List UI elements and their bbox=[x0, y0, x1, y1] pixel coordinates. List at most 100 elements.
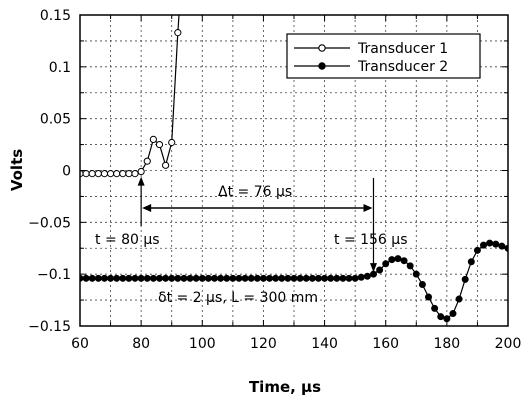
data-point-series-1 bbox=[168, 138, 176, 147]
data-point-series-2 bbox=[376, 266, 384, 274]
data-point-series-2 bbox=[449, 310, 457, 318]
y-tick-label: −0.15 bbox=[28, 319, 71, 335]
data-point-series-2 bbox=[443, 315, 451, 323]
data-point-series-2 bbox=[339, 274, 347, 282]
data-point-series-2 bbox=[278, 274, 286, 282]
series-layer bbox=[80, 15, 508, 323]
legend-label-transducer-2: Transducer 2 bbox=[357, 59, 448, 75]
data-point-series-2 bbox=[131, 274, 139, 282]
data-point-series-2 bbox=[284, 274, 292, 282]
legend: Transducer 1 Transducer 2 bbox=[286, 33, 481, 79]
x-tick-label: 120 bbox=[250, 336, 277, 352]
data-point-series-2 bbox=[266, 274, 274, 282]
delta-t-arrowhead-right bbox=[363, 204, 373, 212]
data-point-series-2 bbox=[198, 274, 206, 282]
data-point-series-2 bbox=[498, 242, 506, 250]
data-point-series-2 bbox=[155, 274, 163, 282]
data-point-series-2 bbox=[308, 274, 316, 282]
data-point-series-2 bbox=[204, 274, 212, 282]
data-point-series-1 bbox=[143, 157, 151, 165]
data-point-series-2 bbox=[113, 274, 121, 282]
data-point-series-2 bbox=[461, 275, 469, 283]
data-point-series-1 bbox=[113, 170, 121, 178]
data-point-series-2 bbox=[425, 293, 433, 301]
x-tick-label: 180 bbox=[433, 336, 460, 352]
data-point-series-2 bbox=[137, 274, 145, 282]
data-point-series-2 bbox=[406, 262, 414, 270]
data-point-series-1 bbox=[155, 140, 164, 149]
data-point-series-2 bbox=[107, 274, 115, 282]
data-point-series-1 bbox=[106, 170, 115, 178]
legend-marker-transducer-2 bbox=[318, 62, 326, 70]
data-point-series-1 bbox=[149, 135, 157, 143]
annotation-delta-t: Δt = 76 µs bbox=[218, 184, 292, 200]
data-point-series-2 bbox=[119, 274, 127, 282]
data-point-series-2 bbox=[162, 274, 170, 282]
plot-frame bbox=[79, 14, 509, 327]
data-point-series-1 bbox=[174, 29, 182, 37]
legend-label-transducer-1: Transducer 1 bbox=[357, 41, 448, 57]
x-tick-label: 160 bbox=[372, 336, 399, 352]
data-point-series-1 bbox=[162, 161, 170, 169]
data-point-series-1 bbox=[88, 170, 96, 178]
data-point-series-2 bbox=[412, 270, 420, 278]
data-point-series-2 bbox=[253, 274, 261, 282]
data-point-series-1 bbox=[82, 170, 90, 178]
data-point-series-2 bbox=[180, 274, 188, 282]
data-point-series-1 bbox=[125, 170, 133, 178]
data-point-series-2 bbox=[125, 274, 133, 282]
data-point-series-2 bbox=[192, 274, 200, 282]
data-point-series-2 bbox=[82, 274, 90, 282]
data-point-series-1 bbox=[131, 170, 139, 178]
data-point-series-2 bbox=[400, 257, 408, 265]
arrowhead-t2 bbox=[369, 263, 377, 273]
data-point-series-2 bbox=[290, 274, 298, 282]
x-tick-label: 80 bbox=[132, 336, 150, 352]
data-point-series-2 bbox=[455, 295, 463, 303]
y-tick-label: 0.05 bbox=[40, 112, 71, 128]
arrowhead-t1 bbox=[137, 176, 145, 186]
data-point-series-2 bbox=[351, 274, 359, 282]
data-point-series-2 bbox=[235, 274, 243, 282]
data-point-series-2 bbox=[333, 274, 341, 282]
y-tick-label: 0.1 bbox=[49, 60, 71, 76]
data-point-series-2 bbox=[217, 274, 225, 282]
data-point-series-2 bbox=[492, 240, 500, 248]
data-point-series-2 bbox=[94, 274, 102, 282]
data-point-series-2 bbox=[302, 274, 310, 282]
data-point-series-2 bbox=[168, 274, 176, 282]
data-point-series-2 bbox=[100, 274, 108, 282]
annotation-t2: t = 156 µs bbox=[334, 232, 408, 248]
annotations: t = 80 µs t = 156 µs Δt = 76 µs δt = 2 µ… bbox=[95, 176, 408, 306]
y-tick-label: 0 bbox=[62, 164, 71, 180]
x-tick-label: 200 bbox=[495, 336, 521, 352]
data-point-series-1 bbox=[100, 170, 109, 178]
annotation-params: δt = 2 µs, L = 300 mm bbox=[158, 290, 318, 306]
data-point-series-2 bbox=[467, 258, 475, 266]
data-point-series-1 bbox=[119, 170, 127, 178]
data-point-series-2 bbox=[388, 256, 396, 264]
annotation-t1: t = 80 µs bbox=[95, 232, 160, 248]
data-point-series-1 bbox=[94, 170, 102, 178]
data-point-series-2 bbox=[211, 274, 219, 282]
data-point-series-2 bbox=[241, 274, 249, 282]
data-point-series-2 bbox=[247, 274, 255, 282]
data-point-series-2 bbox=[480, 241, 488, 249]
legend-box bbox=[286, 33, 481, 79]
series-line-1 bbox=[80, 15, 180, 175]
y-axis-title: Volts bbox=[8, 149, 26, 191]
data-point-series-2 bbox=[345, 274, 353, 282]
data-point-series-2 bbox=[486, 239, 494, 247]
data-point-series-2 bbox=[186, 274, 194, 282]
legend-marker-transducer-1 bbox=[318, 44, 326, 52]
x-tick-label: 100 bbox=[189, 336, 216, 352]
data-point-series-2 bbox=[259, 274, 267, 282]
y-tick-label: 0.15 bbox=[40, 8, 71, 24]
data-point-series-2 bbox=[363, 272, 371, 280]
data-point-series-2 bbox=[229, 274, 237, 282]
data-point-series-2 bbox=[223, 274, 231, 282]
y-tick-label: −0.05 bbox=[28, 215, 71, 231]
data-point-series-2 bbox=[88, 274, 96, 282]
data-point-series-2 bbox=[431, 304, 439, 312]
